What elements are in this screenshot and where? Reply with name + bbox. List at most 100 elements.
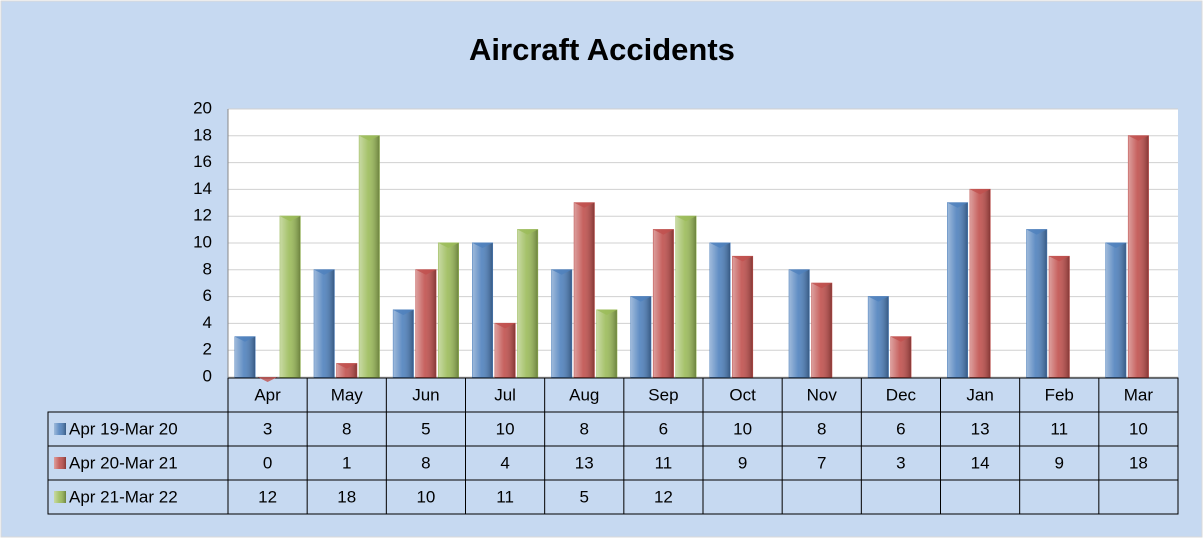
bar-cap: [438, 243, 459, 248]
y-tick-label: 6: [203, 286, 212, 305]
bar-cap: [1026, 229, 1047, 235]
y-tick-label: 20: [193, 98, 212, 117]
x-tick-label: Mar: [1124, 385, 1154, 404]
bar-cap: [393, 310, 414, 315]
table-value: 12: [258, 487, 277, 506]
bar-cap: [675, 216, 696, 222]
table-row: [47, 479, 1179, 515]
bar-shine: [495, 323, 516, 377]
y-tick-label: 16: [193, 152, 212, 171]
table-value: 13: [971, 419, 990, 438]
bar-cap: [789, 269, 810, 275]
bar-cap: [596, 310, 617, 315]
bar-cap: [811, 283, 832, 289]
bar-shine: [710, 243, 731, 377]
y-tick-label: 10: [193, 232, 212, 251]
table-value: 8: [421, 453, 430, 472]
x-tick-label: Dec: [886, 385, 917, 404]
table-value: 10: [733, 419, 752, 438]
bar-cap: [495, 323, 516, 329]
bar-cap: [359, 135, 380, 141]
table-value: 18: [337, 487, 356, 506]
x-tick-label: Feb: [1045, 385, 1074, 404]
bar-shine: [1128, 135, 1149, 377]
table-value: 6: [896, 419, 905, 438]
bar-cap: [732, 256, 753, 262]
table-value: 8: [817, 419, 826, 438]
bar-cap: [280, 216, 301, 222]
bar-cap: [517, 229, 538, 235]
bar-cap: [551, 269, 572, 275]
bar-shine: [811, 283, 832, 377]
bar-cap: [710, 243, 731, 248]
bar-shine: [1049, 256, 1070, 377]
table-value: 10: [1129, 419, 1148, 438]
chart-title: Aircraft Accidents: [469, 32, 735, 67]
table-value: 14: [971, 453, 990, 472]
bar-shine: [868, 296, 889, 377]
bar-shine: [1105, 243, 1126, 377]
bar-cap: [653, 229, 674, 235]
legend-label: Apr 20-Mar 21: [69, 453, 178, 472]
x-tick-label: Apr: [254, 385, 281, 404]
bar-shine: [314, 269, 335, 377]
bar-shine: [574, 202, 595, 377]
bar-cap: [472, 243, 493, 248]
bar-cap: [235, 336, 256, 342]
bar-cap: [1049, 256, 1070, 262]
bar-cap: [257, 377, 278, 382]
table-value: 8: [342, 419, 351, 438]
table-value: 4: [500, 453, 509, 472]
bar-shine: [438, 243, 459, 377]
table-value: 11: [655, 453, 673, 472]
y-tick-label: 8: [203, 259, 212, 278]
table-value: 10: [496, 419, 515, 438]
x-tick-label: Sep: [648, 385, 678, 404]
bar-shine: [280, 216, 301, 377]
bar-shine: [359, 135, 380, 377]
bar-shine: [1026, 229, 1047, 377]
x-tick-label: May: [331, 385, 364, 404]
table-value: 3: [263, 419, 272, 438]
bar-shine: [630, 296, 651, 377]
table-value: 3: [896, 453, 905, 472]
table-value: 6: [659, 419, 668, 438]
bar-shine: [675, 216, 696, 377]
bar-cap: [868, 296, 889, 302]
table-value: 0: [263, 453, 272, 472]
bar-shine: [551, 269, 572, 377]
bar-cap: [1105, 243, 1126, 248]
table-value: 1: [342, 453, 351, 472]
bar-shine: [970, 189, 991, 377]
table-value: 11: [1050, 419, 1068, 438]
x-tick-label: Jun: [412, 385, 439, 404]
bar-cap: [947, 202, 968, 208]
bar-shine: [472, 243, 493, 377]
x-tick-label: Nov: [807, 385, 838, 404]
bar-cap: [336, 363, 357, 369]
bar-shine: [596, 310, 617, 377]
bar-shine: [235, 336, 256, 377]
bar-cap: [415, 269, 436, 275]
bar-cap: [314, 269, 335, 275]
table-value: 5: [580, 487, 589, 506]
legend-swatch-shine: [54, 423, 66, 435]
legend-label: Apr 21-Mar 22: [69, 487, 178, 506]
bar-shine: [653, 229, 674, 377]
x-tick-label: Jul: [494, 385, 516, 404]
table-value: 10: [416, 487, 435, 506]
bar-shine: [415, 269, 436, 377]
y-tick-label: 12: [193, 206, 212, 225]
table-value: 11: [496, 487, 514, 506]
table-value: 5: [421, 419, 430, 438]
bar-shine: [789, 269, 810, 377]
x-tick-label: Aug: [569, 385, 599, 404]
bar-shine: [890, 336, 911, 377]
table-value: 9: [738, 453, 747, 472]
table-value: 18: [1129, 453, 1148, 472]
y-tick-label: 18: [193, 125, 212, 144]
bar-shine: [947, 202, 968, 377]
legend-swatch-shine: [54, 491, 66, 503]
table-value: 9: [1055, 453, 1064, 472]
